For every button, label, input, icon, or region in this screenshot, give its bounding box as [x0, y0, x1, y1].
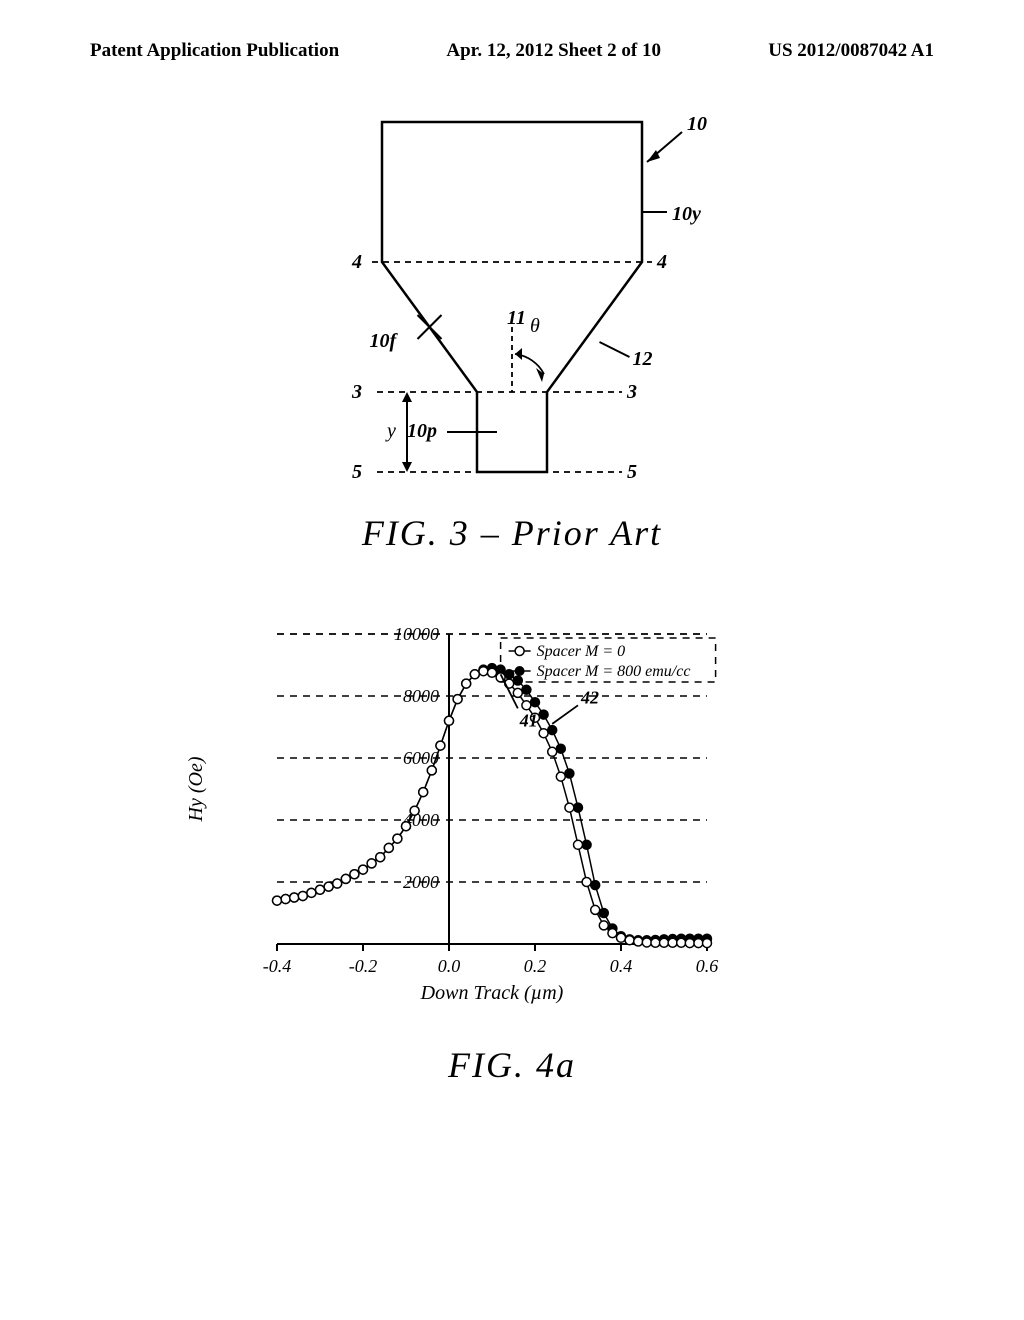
svg-text:y: y	[385, 420, 396, 442]
fig3-caption: FIG. 3 – Prior Art	[90, 512, 934, 554]
svg-text:8000: 8000	[403, 686, 439, 706]
page: Patent Application Publication Apr. 12, …	[0, 0, 1024, 1320]
fig3-diagram: 10 10y 4 4 3 3 5 5 10f 11θ 12 y 10p	[252, 102, 772, 502]
figure-4a: -0.4-0.20.00.20.40.620004000600080001000…	[90, 614, 934, 1086]
page-header: Patent Application Publication Apr. 12, …	[90, 40, 934, 62]
svg-text:0.2: 0.2	[524, 956, 547, 976]
svg-text:0.4: 0.4	[610, 956, 633, 976]
svg-text:θ: θ	[530, 315, 540, 337]
svg-text:4: 4	[351, 251, 362, 273]
svg-text:10000: 10000	[394, 624, 439, 644]
svg-text:Spacer M = 800 emu/cc: Spacer M = 800 emu/cc	[537, 663, 691, 680]
figure-3: 10 10y 4 4 3 3 5 5 10f 11θ 12 y 10p FIG. 3 – Prior A…	[90, 102, 934, 554]
header-right: US 2012/0087042 A1	[768, 40, 934, 62]
svg-text:3: 3	[626, 381, 637, 403]
svg-text:5: 5	[352, 461, 362, 483]
header-center: Apr. 12, 2012 Sheet 2 of 10	[446, 40, 661, 62]
svg-text:42: 42	[580, 687, 599, 707]
svg-text:10f: 10f	[370, 330, 399, 352]
svg-text:3: 3	[351, 381, 362, 403]
svg-text:-0.4: -0.4	[263, 956, 292, 976]
svg-text:5: 5	[627, 461, 637, 483]
svg-text:Spacer M = 0: Spacer M = 0	[537, 643, 626, 660]
svg-text:10p: 10p	[407, 420, 437, 442]
svg-text:10y: 10y	[672, 203, 701, 225]
header-left: Patent Application Publication	[90, 40, 339, 62]
svg-text:2000: 2000	[403, 872, 439, 892]
fig4a-chart: -0.4-0.20.00.20.40.620004000600080001000…	[162, 614, 862, 1034]
svg-text:-0.2: -0.2	[349, 956, 378, 976]
svg-text:11: 11	[507, 307, 526, 329]
fig4a-caption: FIG. 4a	[90, 1044, 934, 1086]
svg-text:0.6: 0.6	[696, 956, 719, 976]
svg-text:12: 12	[633, 348, 653, 370]
svg-text:Hy (Oe): Hy (Oe)	[185, 756, 207, 822]
svg-text:4: 4	[656, 251, 667, 273]
svg-text:Down Track (µm): Down Track (µm)	[420, 982, 564, 1004]
svg-text:10: 10	[687, 113, 707, 135]
svg-text:0.0: 0.0	[438, 956, 461, 976]
svg-text:41: 41	[519, 710, 538, 730]
